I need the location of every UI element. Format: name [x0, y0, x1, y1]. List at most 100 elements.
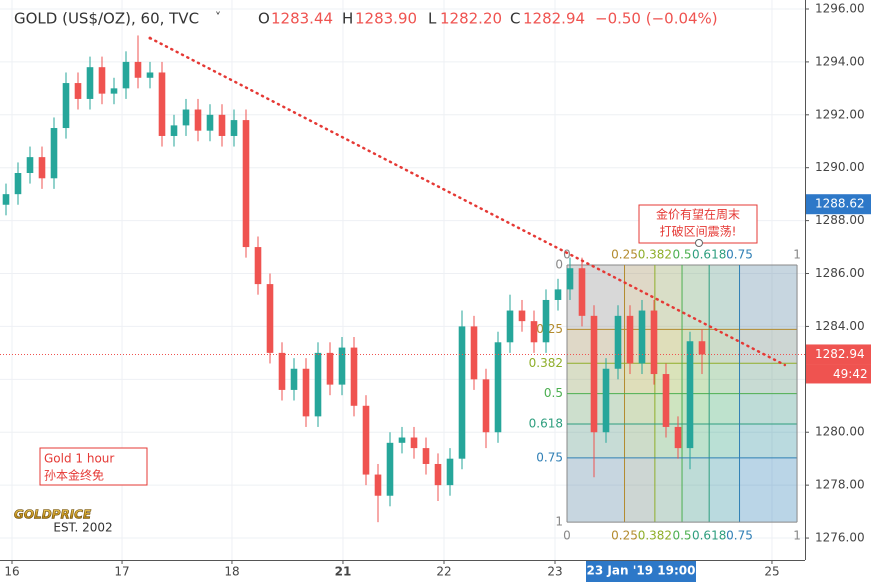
y-tick-label: 1294.00 — [815, 54, 865, 68]
open-value: 1283.44 — [271, 10, 333, 28]
fib-top-label: 0.75 — [726, 248, 753, 262]
y-tick-label: 1292.00 — [815, 107, 865, 121]
candle-body — [578, 268, 586, 316]
fib-top-label: 1 — [793, 248, 801, 262]
fib-h-label: 0.382 — [529, 356, 563, 370]
candle-body — [374, 474, 382, 496]
low-value: 1282.20 — [440, 10, 502, 28]
x-tick-label: 25 — [764, 565, 779, 579]
close-value: 1282.94 — [523, 10, 585, 28]
candle-body — [74, 83, 82, 99]
marker-price-label: 1288.62 — [815, 197, 865, 211]
fib-top-label: 0.25 — [611, 248, 638, 262]
symbol-caret[interactable]: ˅ — [215, 11, 221, 25]
candle-body — [470, 326, 478, 380]
fib-bottom-label: 1 — [793, 529, 801, 543]
fib-bottom-label: 0 — [563, 529, 571, 543]
candle-body — [662, 374, 670, 427]
candle-body — [62, 83, 70, 129]
candle-body — [122, 61, 130, 89]
candle-body — [182, 109, 190, 126]
candle-body — [482, 379, 490, 433]
note-sub: 孙本金终免 — [44, 468, 104, 483]
y-tick-label: 1278.00 — [815, 478, 865, 492]
fib-bottom-label: 0.5 — [672, 529, 691, 543]
x-tick-label: 23 — [547, 565, 562, 579]
y-tick-label: 1280.00 — [815, 425, 865, 439]
candle-body — [26, 157, 34, 173]
cursor-time-label: 23 Jan '19 19:00 — [587, 564, 696, 578]
change: −0.50 (−0.04%) — [595, 10, 718, 28]
countdown-label: 49:42 — [833, 367, 868, 381]
candle-body — [506, 310, 514, 343]
marker-price-tag — [806, 194, 871, 215]
candle-body — [206, 114, 214, 131]
candle-body — [650, 310, 658, 375]
callout-box — [638, 204, 758, 244]
callout-line: 金价有望在周末 — [656, 207, 740, 222]
y-tick-label: 1276.00 — [815, 531, 865, 545]
close-label: C — [510, 10, 520, 28]
candle-body — [170, 125, 178, 136]
candle-body — [494, 342, 502, 433]
fib-h-label: 0.618 — [529, 416, 563, 430]
fib-bottom-label: 0.75 — [726, 529, 753, 543]
last-price-tag — [806, 344, 871, 365]
candle-body — [554, 289, 562, 300]
candle-body — [362, 405, 370, 475]
y-tick-label: 1290.00 — [815, 160, 865, 174]
candle-body — [350, 347, 358, 406]
high-label: H — [342, 10, 353, 28]
callout-anchor — [695, 239, 703, 247]
trend-line — [148, 36, 787, 367]
fib-top-label: 0 — [563, 248, 571, 262]
candle-body — [458, 326, 466, 459]
candle-body — [638, 310, 646, 364]
fib-h-label: 0.5 — [544, 386, 563, 400]
x-tick-label: 22 — [436, 565, 451, 579]
candle-body — [134, 61, 142, 78]
fib-bottom-label: 0.618 — [692, 529, 726, 543]
candle-body — [326, 352, 334, 385]
candle-body — [278, 352, 286, 390]
fib-h-label: 0.75 — [536, 450, 563, 464]
candle-body — [14, 172, 22, 195]
candle-body — [398, 437, 406, 443]
candle-body — [446, 458, 454, 486]
y-tick-label: 1286.00 — [815, 266, 865, 280]
open-label: O — [258, 10, 270, 28]
candle-body — [110, 88, 118, 94]
candle-body — [302, 368, 310, 417]
logo-sub: EST. 2002 — [53, 521, 112, 535]
x-tick-label: 18 — [224, 565, 239, 579]
candle-body — [242, 120, 250, 248]
candle-body — [530, 321, 538, 343]
fib-h-label: 0.25 — [536, 322, 563, 336]
last-price-label: 1282.94 — [815, 347, 865, 361]
legend-header: GOLD (US$/OZ), 60, TVC ˅ O 1283.44 H 128… — [14, 10, 718, 28]
note-box — [39, 447, 148, 486]
candle-body — [254, 247, 262, 285]
x-tick-label: 17 — [114, 565, 129, 579]
cursor-time-box — [586, 561, 696, 582]
candle-body — [386, 442, 394, 496]
candle-body — [230, 120, 238, 136]
candle-body — [50, 128, 58, 179]
candle-body — [602, 368, 610, 433]
trend-end — [148, 36, 152, 40]
candle-body — [158, 72, 166, 136]
candle-body — [566, 268, 574, 290]
fib-top-label: 0.618 — [692, 248, 726, 262]
x-tick-label: 16 — [4, 565, 19, 579]
candle-body — [590, 315, 598, 433]
candle-body — [86, 67, 94, 99]
candle-body — [194, 109, 202, 131]
candle-body — [290, 368, 298, 390]
fib-h-label: 0 — [555, 258, 563, 272]
candle-body — [518, 310, 526, 322]
fib-bottom-label: 0.25 — [611, 529, 638, 543]
low-label: L — [428, 10, 437, 28]
candle-body — [422, 448, 430, 464]
logo: GOLDPRICE — [14, 508, 92, 522]
